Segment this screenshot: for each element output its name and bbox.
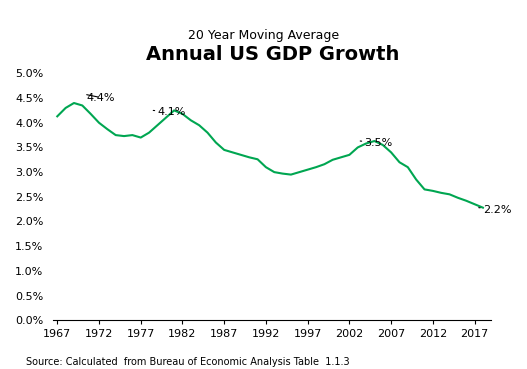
Text: 2.2%: 2.2%	[479, 204, 511, 215]
Text: Source: Calculated  from Bureau of Economic Analysis Table  1.1.3: Source: Calculated from Bureau of Econom…	[26, 357, 350, 367]
Text: 3.5%: 3.5%	[360, 138, 393, 148]
Text: 4.4%: 4.4%	[86, 93, 115, 103]
Title: Annual US GDP Growth: Annual US GDP Growth	[145, 45, 399, 63]
Text: 20 Year Moving Average: 20 Year Moving Average	[188, 29, 339, 42]
Text: 4.1%: 4.1%	[153, 107, 186, 117]
